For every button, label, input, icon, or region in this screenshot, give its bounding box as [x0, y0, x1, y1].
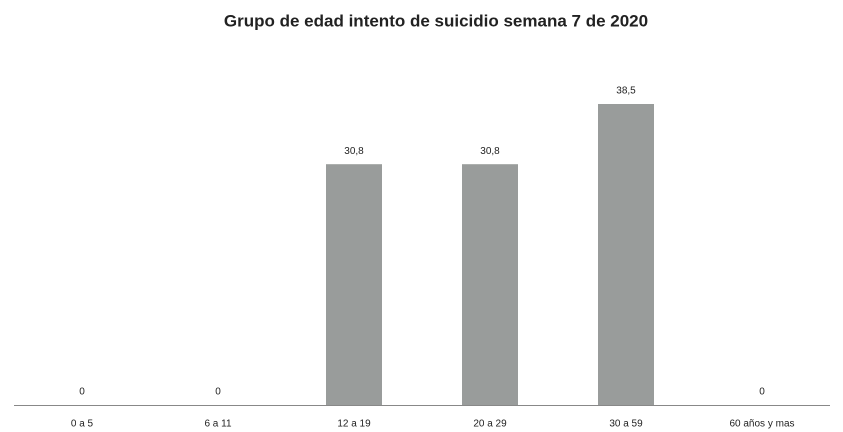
- x-tick-label: 60 años y mas: [729, 419, 794, 430]
- value-label: 0: [759, 387, 765, 398]
- value-label: 30,8: [480, 146, 500, 157]
- x-tick-label: 12 a 19: [337, 419, 371, 430]
- value-label: 30,8: [344, 146, 364, 157]
- chart-title: Grupo de edad intento de suicidio semana…: [224, 11, 648, 30]
- bar: [326, 164, 382, 405]
- value-label: 0: [79, 387, 85, 398]
- x-tick-label: 6 a 11: [204, 419, 231, 430]
- x-tick-label: 20 a 29: [473, 419, 507, 430]
- value-label: 0: [215, 387, 221, 398]
- bar: [598, 104, 654, 405]
- value-label: 38,5: [616, 86, 636, 97]
- bar: [462, 164, 518, 405]
- x-tick-label: 0 a 5: [71, 419, 94, 430]
- x-tick-label: 30 a 59: [609, 419, 643, 430]
